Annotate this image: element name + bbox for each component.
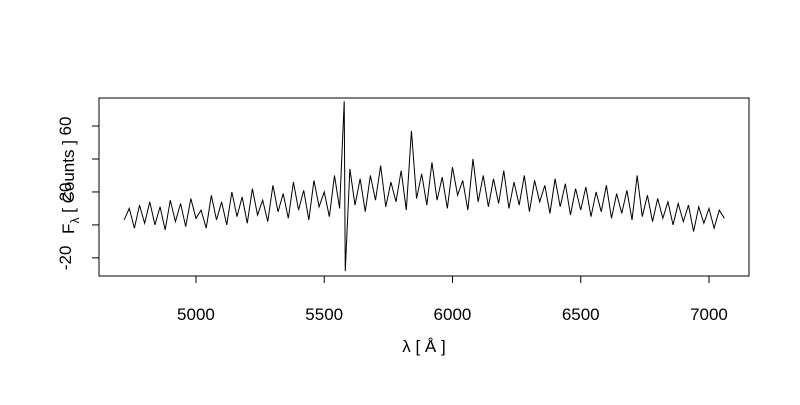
y-label-sub: λ — [68, 218, 82, 224]
x-tick-label: 7000 — [690, 305, 728, 324]
y-label-main: F — [59, 224, 78, 234]
x-axis-label: λ [ Å ] — [402, 337, 445, 356]
plot-frame — [98, 97, 750, 277]
y-tick-label: 20 — [56, 182, 75, 201]
y-axis-label: Fλ [ Counts ] — [59, 140, 82, 234]
y-tick-label: 60 — [56, 117, 75, 136]
spectrum-line — [123, 101, 725, 272]
x-tick-label: 6000 — [434, 305, 472, 324]
x-tick-label: 5500 — [305, 305, 343, 324]
y-tick-label: -20 — [56, 246, 75, 271]
x-tick-label: 6500 — [562, 305, 600, 324]
y-label-rest: [ Counts ] — [59, 140, 78, 217]
x-tick-label: 5000 — [177, 305, 215, 324]
